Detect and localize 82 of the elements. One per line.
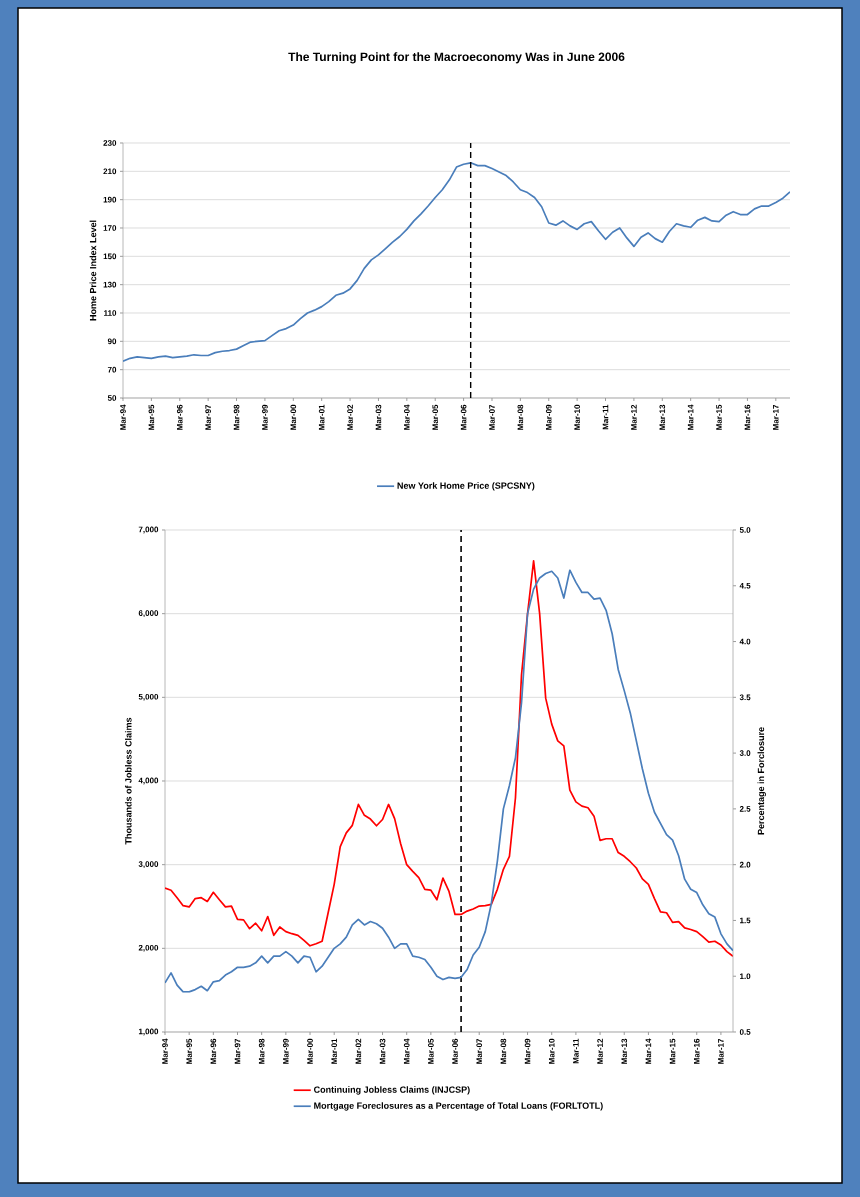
x-tick-label: Mar-02 [355,1038,362,1064]
x-tick-label: Mar-11 [602,404,609,430]
x-tick-label: Mar-16 [693,1038,700,1064]
x-tick-label: Mar-08 [500,1038,507,1064]
x-tick-label: Mar-12 [631,404,637,430]
x-tick-label: Mar-17 [718,1038,724,1064]
x-tick-label: Mar-08 [517,404,524,430]
x-tick-label: Mar-15 [716,404,722,430]
x-tick-label: Mar-01 [331,1038,338,1064]
y-tick-label: 110 [104,310,117,316]
y2-tick-label: 2.5 [739,806,751,812]
x-tick-label: Mar-12 [597,1038,603,1064]
x-tick-label: Mar-03 [379,1038,386,1064]
y2-axis-title: Percentage in Forclosure [757,727,766,835]
legend-label: Mortgage Foreclosures as a Percentage of Total Loans (FORLTOTL) [314,1102,603,1111]
x-tick-label: Mar-97 [205,404,211,430]
x-tick-label: Mar-10 [574,404,580,430]
y-axis-title: Home Price Index Level [89,220,97,321]
y-tick-label: 4,000 [138,777,159,785]
x-tick-label: Mar-11 [573,1038,579,1064]
y2-tick-label: 2.0 [739,861,751,868]
x-tick-label: Mar-04 [404,404,410,430]
y2-tick-label: 0.5 [739,1029,751,1035]
y-tick-label: 50 [107,395,117,401]
x-tick-label: Mar-99 [283,1038,289,1064]
x-tick-label: Mar-01 [318,404,325,430]
y-tick-label: 3,000 [138,861,159,869]
x-tick-label: Mar-98 [233,404,240,430]
y2-tick-label: 4.0 [739,638,751,645]
y-axis-title: Thousands of Jobless Claims [124,717,132,845]
x-tick-label: Mar-04 [403,1038,410,1064]
y2-tick-label: 4.5 [739,582,751,589]
x-tick-label: Mar-15 [669,1038,676,1064]
x-tick-label: Mar-10 [548,1038,555,1064]
y-tick-label: 190 [103,196,117,203]
y-tick-label: 6,000 [138,610,159,618]
chart-title: The Turning Point for the Macroeconomy Was in June 2006 [288,52,625,64]
y-tick-label: 230 [103,140,117,146]
x-tick-label: Mar-03 [375,404,382,430]
x-tick-label: Mar-94 [162,1038,168,1064]
x-tick-label: Mar-13 [659,404,666,430]
y-tick-label: 150 [103,253,117,260]
x-tick-label: Mar-14 [645,1038,652,1064]
y-tick-label: 130 [103,281,117,288]
x-tick-label: Mar-94 [120,404,126,430]
y-tick-label: 2,000 [138,944,159,952]
x-tick-label: Mar-06 [460,404,467,430]
x-tick-label: Mar-96 [210,1038,217,1064]
x-tick-label: Mar-06 [452,1038,458,1064]
x-tick-label: Mar-96 [176,404,183,430]
x-tick-label: Mar-95 [186,1038,192,1064]
x-tick-label: Mar-00 [290,404,297,430]
y2-tick-label: 3.5 [739,694,751,701]
y-tick-label: 70 [107,366,117,373]
x-tick-label: Mar-14 [687,404,694,430]
x-tick-label: Mar-97 [234,1038,241,1064]
x-tick-label: Mar-05 [432,404,439,430]
y2-tick-label: 1.5 [740,917,751,924]
x-tick-label: Mar-07 [489,404,495,430]
x-tick-label: Mar-98 [258,1038,265,1064]
x-tick-label: Mar-95 [148,404,155,430]
y-tick-label: 5,000 [138,693,159,701]
x-tick-label: Mar-13 [621,1038,628,1064]
y-tick-label: 1,000 [138,1028,159,1036]
legend-label: Continuing Jobless Claims (INJCSP) [313,1086,470,1095]
x-tick-label: Mar-09 [545,404,552,430]
y-tick-label: 7,000 [138,526,159,534]
x-tick-label: Mar-05 [428,1038,434,1064]
x-tick-label: Mar-00 [307,1038,313,1064]
x-tick-label: Mar-07 [476,1038,483,1064]
y-tick-label: 170 [103,225,117,231]
y-tick-label: 90 [107,338,117,345]
y2-tick-label: 1.0 [740,973,751,980]
legend-label: New York Home Price (SPCSNY) [397,482,535,491]
y2-tick-label: 5.0 [739,527,751,533]
x-tick-label: Mar-09 [524,1038,531,1064]
x-tick-label: Mar-17 [773,404,779,430]
x-tick-label: Mar-16 [744,404,751,430]
y2-tick-label: 3.0 [739,750,751,756]
x-tick-label: Mar-99 [262,404,268,430]
x-tick-label: Mar-02 [347,404,353,430]
y-tick-label: 210 [103,168,117,175]
